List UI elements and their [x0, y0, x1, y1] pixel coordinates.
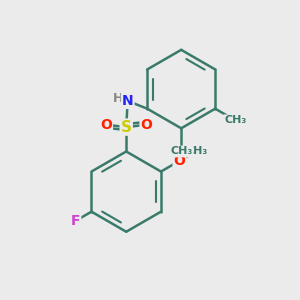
Text: O: O: [140, 118, 152, 132]
Text: S: S: [121, 120, 132, 135]
Text: CH₃: CH₃: [224, 115, 246, 125]
Text: N: N: [122, 94, 134, 108]
Text: H: H: [113, 92, 123, 105]
Text: O: O: [174, 154, 185, 168]
Text: CH₃: CH₃: [170, 146, 192, 157]
Text: F: F: [71, 214, 80, 228]
Text: CH₃: CH₃: [186, 146, 208, 156]
Text: O: O: [100, 118, 112, 132]
